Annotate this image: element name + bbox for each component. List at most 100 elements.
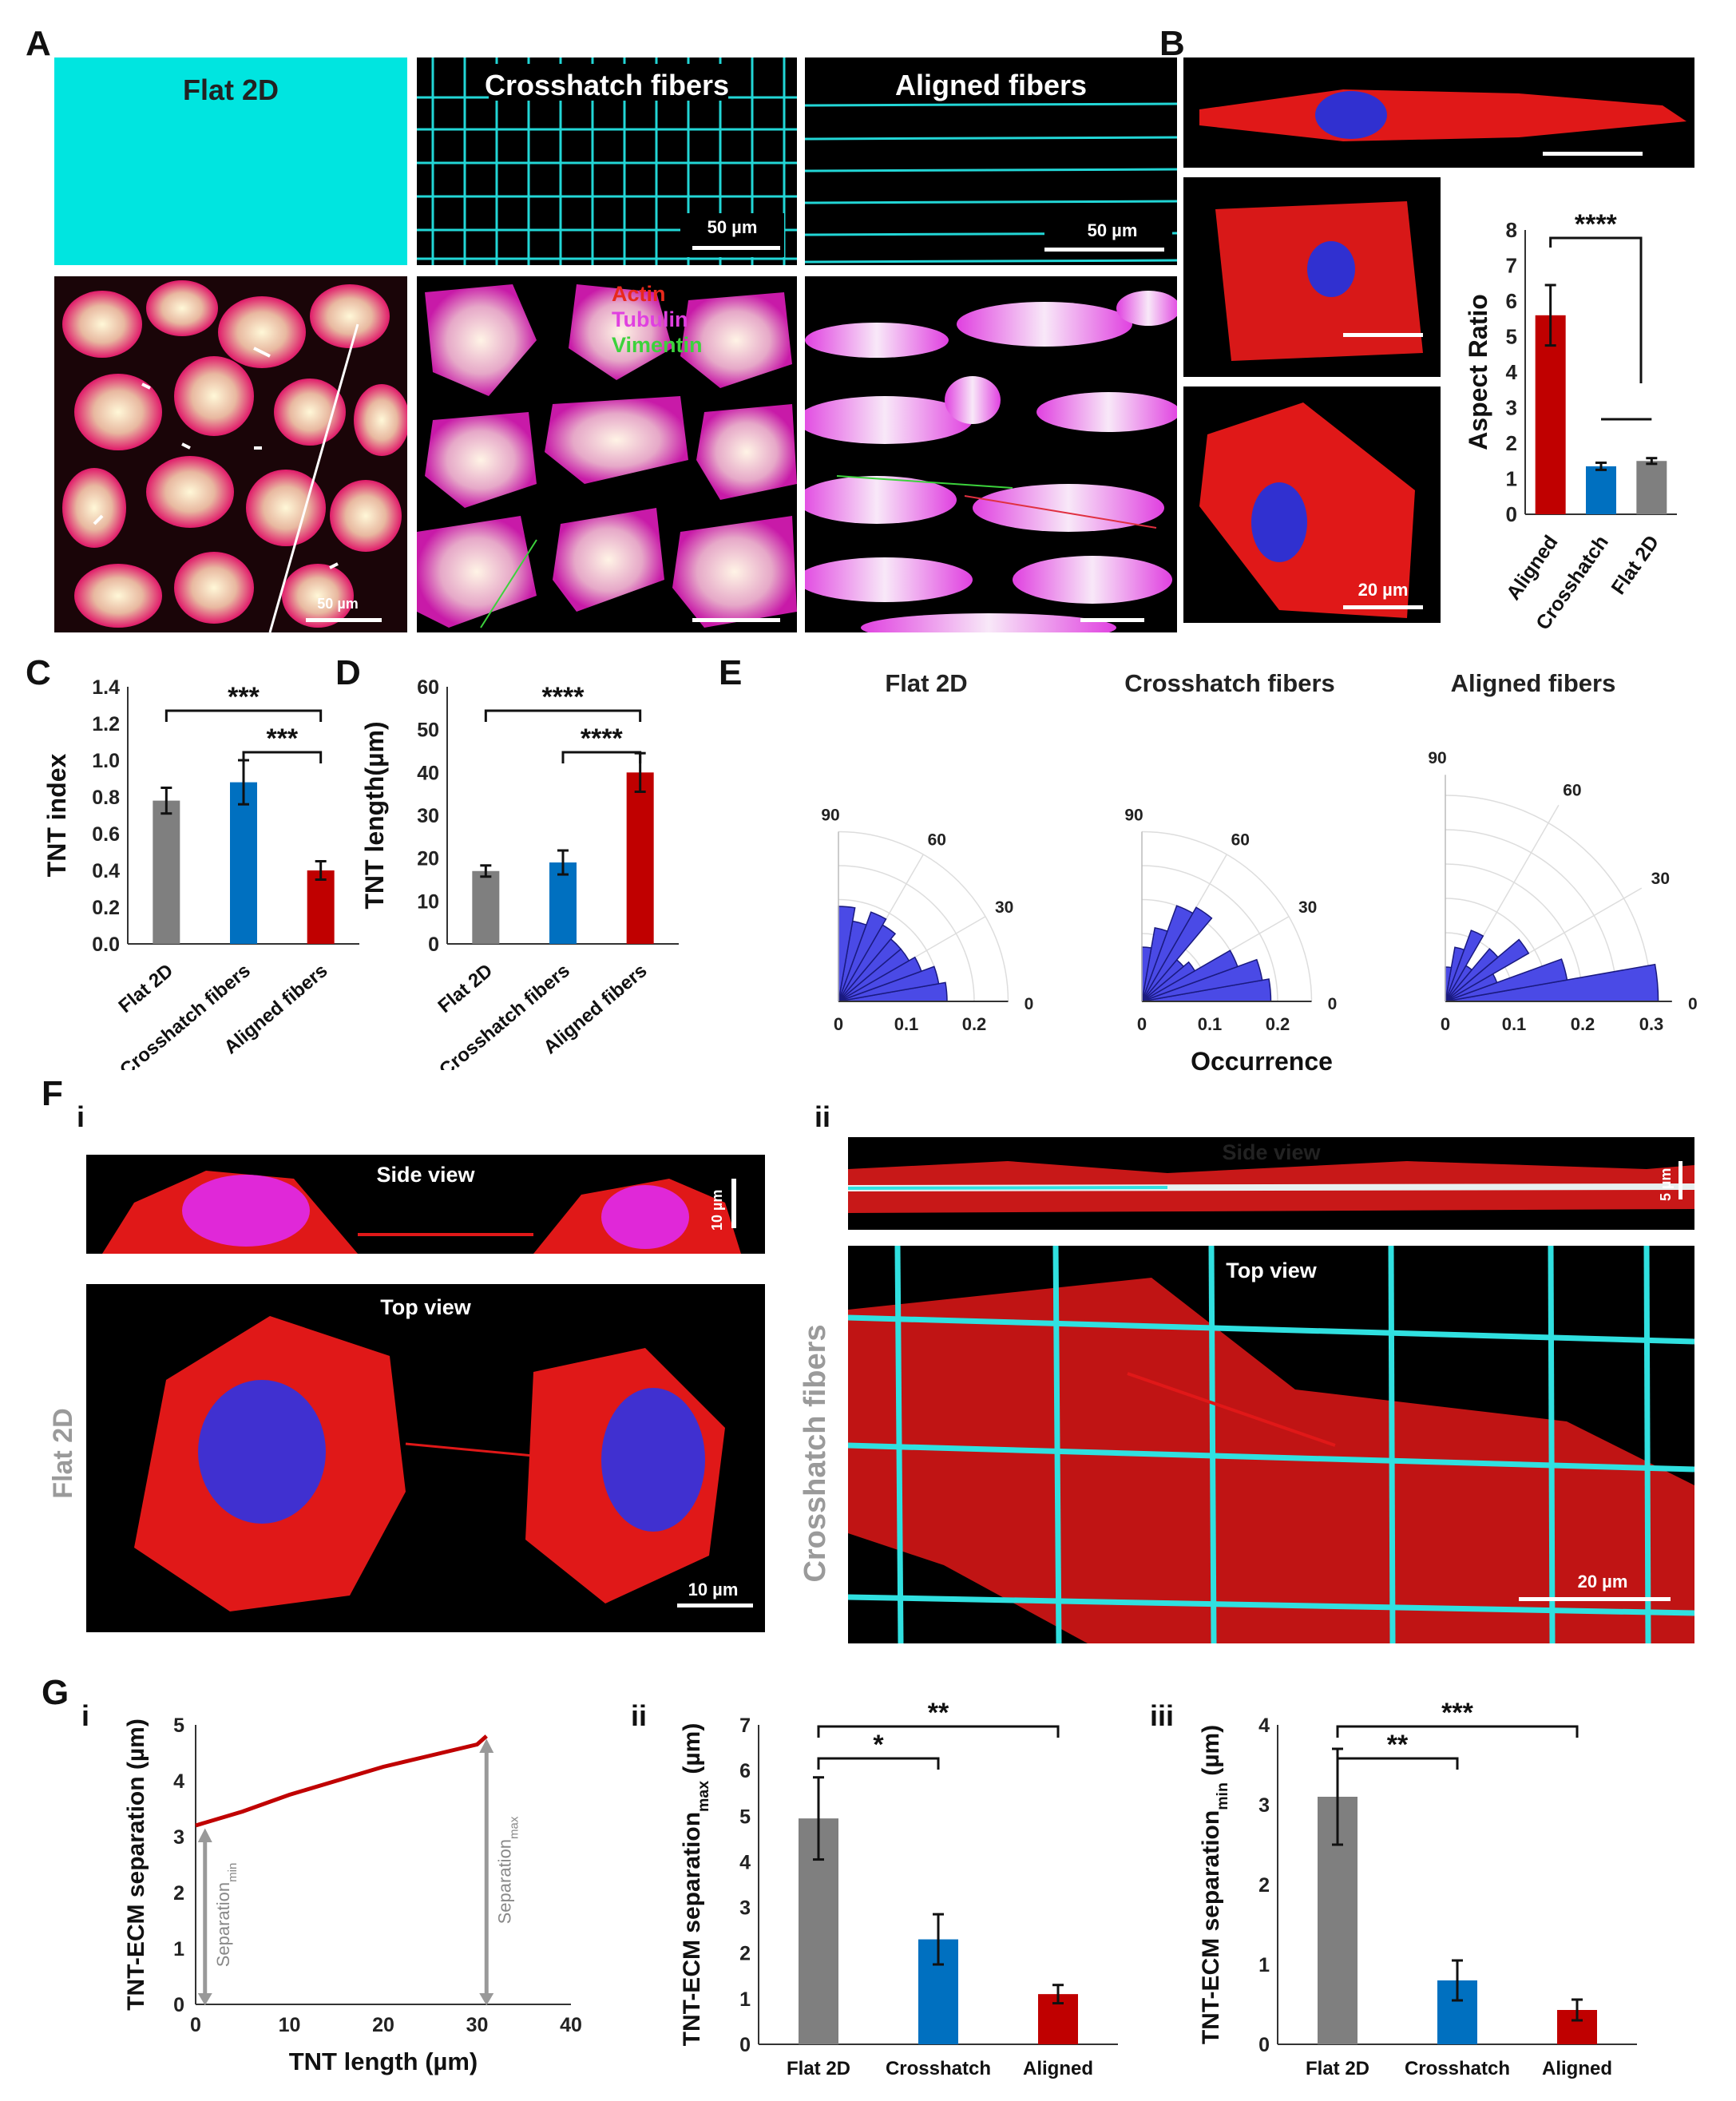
angle-tick-label: 30 (995, 898, 1013, 917)
polar-grid-arc (1445, 795, 1652, 1002)
flat-2d-substrate-image: Flat 2D (54, 57, 407, 265)
max-arrow-head (479, 1738, 494, 1753)
angle-tick-label: 60 (1563, 782, 1581, 800)
angle-tick-label: 30 (1298, 898, 1317, 917)
x-category-label: Aligned (1542, 2058, 1612, 2079)
aligned-fiber-image: Aligned fibers 50 µm (805, 57, 1177, 265)
significance-bracket (484, 709, 642, 722)
y-tick-label: 7 (739, 1714, 751, 1737)
panel-label-g: G (42, 1673, 69, 1712)
significance-label: *** (1441, 1698, 1473, 1728)
panel-label-f: F (42, 1074, 63, 1113)
significance-bracket (817, 1725, 1060, 1738)
scale-bar-fi-side (731, 1179, 736, 1228)
x-tick-label: 0 (190, 2014, 201, 2036)
y-tick-label: 60 (417, 676, 439, 699)
scale-label-aligned: 50 µm (1087, 220, 1138, 240)
max-arrow-head (479, 1993, 494, 2006)
angle-tick-label: 30 (1651, 870, 1670, 888)
polar-wedge (1141, 961, 1196, 1002)
polar-grid-arc (1141, 830, 1313, 1002)
polar-wedge (838, 911, 887, 1002)
panel-label-a: A (26, 24, 51, 63)
x-category-label: Flat 2D (115, 960, 178, 1017)
separation-max-chart: 0 1 2 3 4 5 6 7 TNT-ECM separationmax (µm) Flat 2… (679, 1698, 1118, 2079)
panel-label-b: B (1159, 24, 1185, 63)
radial-tick-label: 0.2 (962, 1014, 987, 1034)
separation-line (195, 1734, 488, 1828)
significance-label: ** (928, 1698, 949, 1728)
crosshatch-title: Crosshatch fibers (484, 69, 730, 101)
y-tick-label: 0 (1506, 502, 1517, 526)
angle-tick-label: 0 (1328, 995, 1338, 1013)
polar-grid-arc (1445, 863, 1583, 1002)
angle-tick-label: 90 (1124, 807, 1143, 825)
min-annotation: Separationmin (213, 1863, 240, 1968)
y-tick-label: 50 (417, 719, 439, 742)
bar-flat-2d (153, 800, 180, 944)
y-tick-label: 7 (1506, 254, 1517, 278)
y-tick-label: 4 (1258, 1714, 1270, 1737)
y-axis-label: TNT-ECM separationmin (µm) (1198, 1725, 1231, 2044)
y-tick-label: 5 (1506, 325, 1517, 349)
y-axis-label: TNT-ECM separationmax (µm) (679, 1723, 712, 2047)
crosshatch-side-view-image: Side view 5 µm (848, 1137, 1694, 1230)
significance-label: * (873, 1730, 884, 1760)
polar-wedge (1141, 905, 1194, 1002)
significance-label: *** (228, 682, 260, 712)
scale-bar-aligned (1044, 248, 1164, 252)
bar-aligned (1535, 315, 1566, 514)
radial-tick-label: 0.3 (1639, 1014, 1664, 1034)
y-tick-label: 0.2 (92, 897, 120, 919)
separation-min-chart: 0 1 2 3 4 TNT-ECM separationmin (µm) Flat 2D Cr… (1198, 1698, 1637, 2079)
y-tick-label: 1.0 (92, 750, 120, 772)
polar-wedge (1445, 930, 1484, 1002)
polar-wedge (1445, 948, 1499, 1002)
scale-label-b: 20 µm (1357, 580, 1409, 600)
significance-label: **** (581, 723, 624, 754)
y-tick-label: 20 (417, 848, 439, 870)
y-tick-label: 1.2 (92, 713, 120, 735)
panel-g-sub-iii: iii (1150, 1699, 1175, 1732)
flat-single-cell-image: 20 µm (1183, 387, 1441, 623)
aligned-title: Aligned fibers (894, 69, 1088, 101)
stain-vimentin: Vimentin (612, 333, 703, 357)
aligned-cell-image (805, 276, 1177, 632)
angle-tick-label: 0 (1025, 995, 1034, 1013)
x-category-label: Flat 2D (1607, 531, 1663, 598)
radial-tick-label: 0.1 (1502, 1014, 1527, 1034)
y-tick-label: 30 (417, 805, 439, 827)
y-tick-label: 0 (1258, 2034, 1270, 2056)
panel-label-e: E (719, 653, 743, 692)
scale-label-fi-top: 10 µm (688, 1580, 739, 1600)
polar-grid-arc (1141, 865, 1278, 1002)
crosshatch-vertical-label: Crosshatch fibers (799, 1324, 832, 1583)
panel-f-sub-i: i (77, 1100, 85, 1133)
x-category-label: Crosshatch (886, 2058, 991, 2079)
y-tick-label: 4 (1506, 360, 1518, 384)
x-category-label: Flat 2D (1306, 2058, 1369, 2079)
polar-grid-arc (838, 865, 975, 1002)
tnt-index-chart: 0.0 0.2 0.4 0.6 0.8 1.0 1.2 1.4 TNT index Flat 2D… (42, 676, 359, 1070)
y-tick-label: 2 (1258, 1874, 1270, 1897)
scale-bar-b-top (1543, 152, 1643, 156)
panel-label-d: D (335, 653, 361, 692)
y-tick-label: 0 (173, 1994, 184, 2016)
polar-wedge (1445, 946, 1465, 1002)
y-tick-label: 6 (739, 1760, 751, 1782)
polar-grid-arc (838, 830, 1009, 1002)
y-tick-label: 40 (417, 762, 439, 784)
y-tick-label: 0.4 (92, 860, 120, 882)
flat-side-view-image: Side view 10 µm (86, 1155, 765, 1254)
y-tick-label: 0 (739, 2034, 751, 2056)
scale-bar-crosshatch-cells (692, 618, 780, 622)
y-tick-label: 0.6 (92, 823, 120, 846)
radial-tick-label: 0.2 (1571, 1014, 1595, 1034)
x-tick-label: 40 (560, 2014, 582, 2036)
x-category-label: Flat 2D (434, 960, 497, 1017)
flat-2d-vertical-label: Flat 2D (48, 1408, 78, 1499)
aligned-single-cell-image (1183, 57, 1694, 168)
polar-title: Crosshatch fibers (1124, 669, 1335, 697)
polar-title: Aligned fibers (1451, 669, 1616, 697)
significance-label: *** (266, 723, 298, 754)
